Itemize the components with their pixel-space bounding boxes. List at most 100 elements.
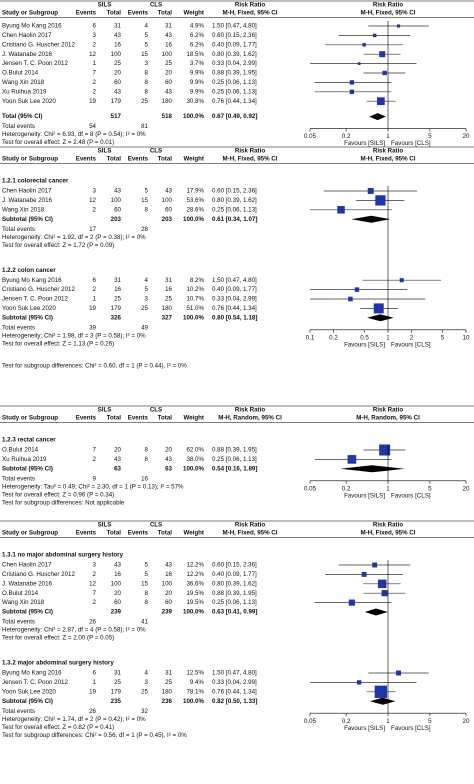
column-header: M-H, Fixed, 95% CI	[360, 530, 415, 537]
total: 31	[165, 277, 172, 284]
total: 203	[111, 216, 122, 223]
ci-text: 0.25 [0.06, 1.13]	[212, 599, 257, 606]
total: 180	[162, 305, 173, 312]
overall-effect: Test for overall effect: Z = 2.00 (P = 0…	[2, 635, 114, 642]
group-header: SILS	[98, 148, 112, 155]
x-tick-label: 20	[463, 485, 470, 492]
column-header: Events	[76, 530, 97, 537]
effect-marker	[397, 24, 401, 28]
events: 8	[145, 447, 149, 454]
subtotal-label: Subtotal (95% CI)	[2, 465, 53, 472]
x-tick-label: 1	[386, 334, 390, 341]
events: 32	[141, 708, 148, 715]
study-name: Byung Mo Kang 2016	[2, 23, 62, 30]
footnote: Test for subgroup differences: Chi² = 0.…	[2, 362, 187, 369]
weight: 100.0%	[183, 113, 204, 120]
subgroup-title: 1.2.2 colon cancer	[2, 267, 56, 274]
column-header: Events	[76, 415, 97, 422]
weight: 9.9%	[190, 70, 205, 77]
column-header: Events	[76, 10, 97, 17]
weight: 6.2%	[190, 32, 205, 39]
events: 8	[145, 590, 149, 597]
favours-label: Favours [CLS]	[391, 725, 431, 732]
ci-text: 0.33 [0.04, 2.99]	[212, 296, 257, 303]
weight: 3.7%	[190, 60, 205, 67]
pooled-diamond	[369, 113, 386, 121]
column-header: Total	[107, 156, 122, 163]
effect-marker	[349, 80, 355, 85]
events: 19	[89, 688, 96, 695]
subtotal-label: Subtotal (95% CI)	[2, 216, 53, 223]
total: 327	[162, 314, 173, 321]
overall-effect: Test for overall effect: Z = 0.82 (P = 0…	[2, 724, 114, 731]
effect-header: Risk Ratio	[235, 2, 265, 9]
overall-effect: Test for overall effect: Z = 1.72 (P = 0…	[2, 242, 114, 249]
events: 81	[141, 123, 148, 130]
study-name: J. Watanabe 2016	[2, 197, 53, 204]
column-header: Events	[128, 156, 149, 163]
study-name: O.Bulut 2014	[2, 447, 39, 454]
column-header: M-H, Random, 95% CI	[356, 415, 420, 422]
column-header: Total	[158, 10, 173, 17]
events-label: Total events	[2, 475, 35, 482]
overall-effect: Test for overall effect: Z = 0.96 (P = 0…	[2, 491, 114, 498]
weight: 30.8%	[186, 98, 204, 105]
ci-text: 0.60 [0.15, 2.36]	[212, 32, 257, 39]
events: 1	[93, 679, 97, 686]
events: 54	[89, 123, 96, 130]
weight: 19.5%	[186, 590, 204, 597]
events-label: Total events	[2, 619, 35, 626]
weight: 12.2%	[186, 562, 204, 569]
total: 43	[165, 32, 172, 39]
effect-marker	[381, 590, 388, 597]
weight: 28.6%	[186, 206, 204, 213]
ci-text: 0.63 [0.41, 0.99]	[212, 609, 257, 616]
total: 31	[165, 23, 172, 30]
column-header: M-H, Fixed, 95% CI	[222, 530, 277, 537]
total: 60	[114, 599, 121, 606]
study-name: Jensen T. C. Poon 2012	[2, 679, 68, 686]
effect-header: Risk Ratio	[373, 407, 403, 414]
total: 43	[165, 88, 172, 95]
group-header: SILS	[98, 522, 112, 529]
x-tick-label: 1	[386, 133, 390, 140]
weight: 6.2%	[190, 41, 205, 48]
study-name: O.Bulut 2014	[2, 70, 39, 77]
ci-text: 0.40 [0.09, 1.77]	[212, 571, 257, 578]
total: 16	[114, 571, 121, 578]
effect-header: Risk Ratio	[235, 148, 265, 155]
effect-marker	[375, 195, 386, 206]
group-header: CLS	[150, 148, 162, 155]
group-header: CLS	[150, 522, 162, 529]
total: 43	[165, 188, 172, 195]
column-header: Study or Subgroup	[2, 156, 58, 163]
total: 60	[114, 206, 121, 213]
total: 100	[111, 580, 122, 587]
total: 43	[114, 88, 121, 95]
events: 26	[89, 708, 96, 715]
study-name: Chen Haolin 2017	[2, 562, 52, 569]
weight: 100.0%	[183, 698, 204, 705]
total: 63	[114, 465, 121, 472]
ci-text: 0.82 [0.50, 1.33]	[212, 698, 257, 705]
weight: 17.9%	[186, 188, 204, 195]
events: 3	[145, 296, 149, 303]
study-name: Wang Xin 2018	[2, 599, 45, 606]
weight: 100.0%	[183, 609, 204, 616]
weight: 100.0%	[183, 314, 204, 321]
study-name: Yoon Suk Lee 2020	[2, 98, 56, 105]
x-tick-label: 0.2	[342, 718, 351, 725]
plot-area	[310, 24, 429, 121]
subtotal-label: Subtotal (95% CI)	[2, 314, 53, 321]
events: 2	[93, 88, 97, 95]
events: 5	[145, 188, 149, 195]
heterogeneity: Heterogeneity: Chi² = 6.93, df = 8 (P = …	[2, 131, 146, 138]
weight: 4.9%	[190, 23, 205, 30]
total: 180	[162, 98, 173, 105]
x-tick-label: 10	[463, 334, 470, 341]
effect-marker	[348, 296, 353, 302]
total: 25	[114, 60, 121, 67]
study-name: J. Watanabe 2016	[2, 51, 53, 58]
weight: 78.1%	[186, 688, 204, 695]
